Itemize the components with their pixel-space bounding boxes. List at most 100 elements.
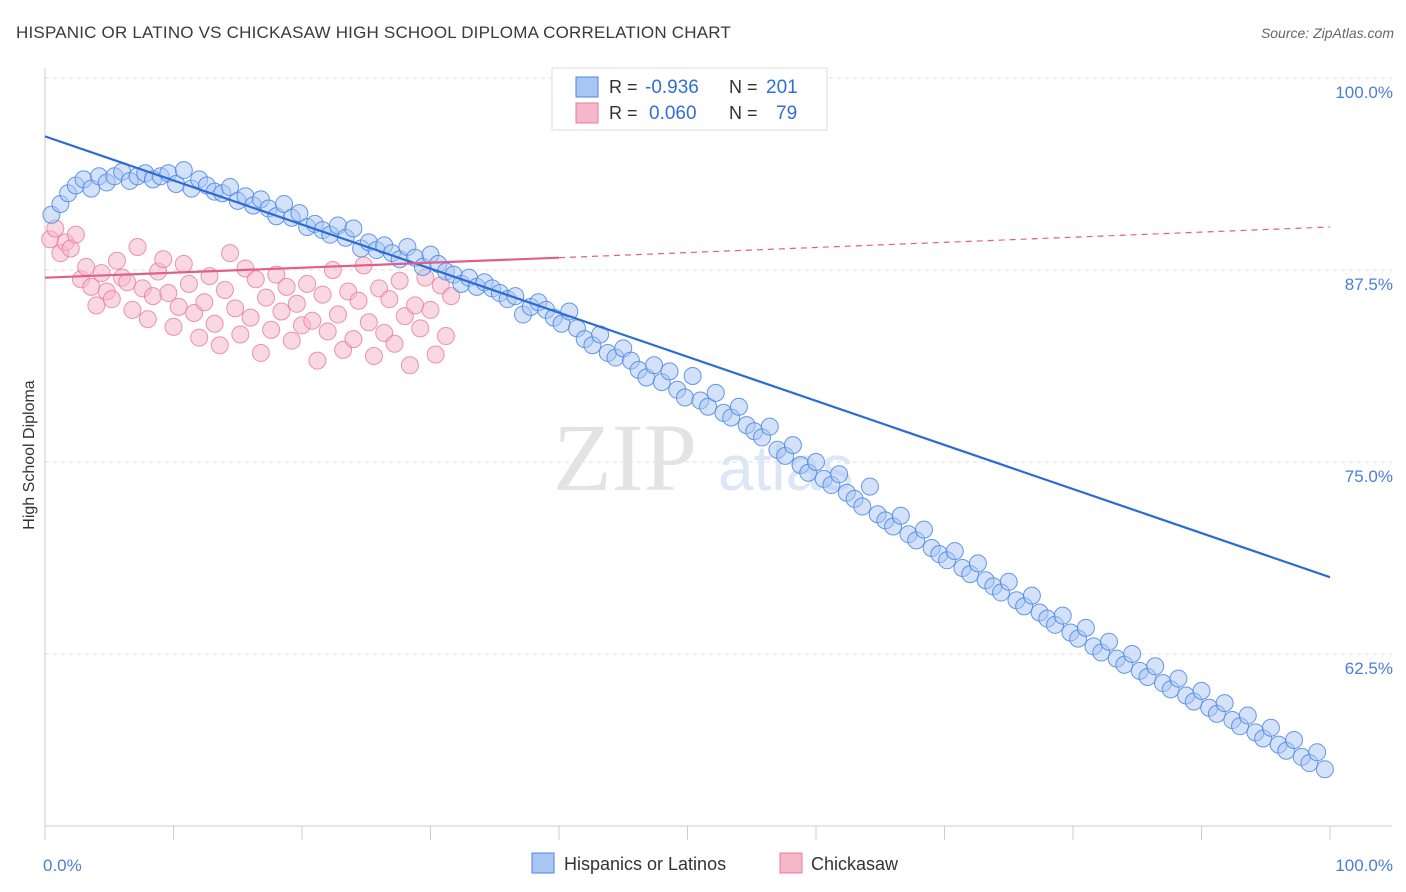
y-tick-label: 62.5% — [1345, 659, 1393, 678]
chickasaw-point — [190, 328, 209, 347]
zipatlas-watermark: ZIP atlas — [553, 404, 853, 511]
hispanic-point — [1285, 731, 1304, 750]
chickasaw-point — [87, 296, 106, 315]
hispanic-point — [699, 397, 718, 416]
chickasaw-point — [221, 244, 240, 263]
hispanic-point — [807, 453, 825, 471]
y-axis-label: High School Diploma — [21, 380, 38, 530]
chickasaw-point — [303, 311, 322, 330]
chickasaw-point — [174, 254, 193, 273]
legend-n-label-1: N = — [729, 103, 758, 123]
chickasaw-point — [426, 345, 445, 364]
y-tick-label: 100.0% — [1335, 83, 1393, 102]
chickasaw-point — [282, 331, 301, 350]
chickasaw-point — [138, 310, 157, 329]
hispanic-point — [1315, 760, 1334, 779]
hispanic-point — [1099, 632, 1118, 651]
chickasaw-point — [308, 351, 327, 370]
chickasaw-point — [323, 261, 342, 279]
x-tick-labels: 0.0% 100.0% — [43, 856, 1393, 875]
chickasaw-trend-extension — [558, 226, 1331, 259]
chickasaw-point — [205, 314, 224, 333]
y-tick-label: 87.5% — [1345, 275, 1393, 294]
series-legend-label-0: Hispanics or Latinos — [564, 854, 726, 874]
chickasaw-point — [442, 287, 461, 306]
chickasaw-point — [385, 334, 404, 353]
y-tick-label: 75.0% — [1345, 467, 1393, 486]
hispanic-points — [42, 161, 1334, 779]
hispanic-point — [1308, 743, 1327, 762]
chickasaw-point — [143, 287, 162, 306]
chickasaw-point — [318, 322, 337, 341]
chickasaw-point — [123, 300, 142, 319]
chickasaw-point — [349, 291, 368, 310]
hispanic-point — [853, 497, 872, 516]
hispanic-point — [891, 506, 910, 525]
chickasaw-point — [436, 327, 455, 346]
legend-n-label-0: N = — [729, 77, 758, 97]
chickasaw-point — [257, 288, 276, 307]
chickasaw-point — [344, 330, 363, 349]
chickasaw-point — [277, 277, 296, 296]
svg-text:ZIP: ZIP — [553, 404, 697, 511]
hispanic-point — [830, 465, 849, 484]
x-tick-label: 0.0% — [43, 856, 82, 875]
chickasaw-point — [154, 250, 173, 269]
hispanic-point — [914, 520, 933, 539]
hispanic-point — [1123, 645, 1142, 663]
chickasaw-point — [400, 356, 419, 375]
series-legend: Hispanics or Latinos Chickasaw — [531, 852, 899, 874]
hispanic-point — [275, 194, 294, 213]
legend-r-value-0: -0.936 — [645, 77, 699, 98]
hispanic-point — [1215, 694, 1234, 713]
chickasaw-point — [241, 308, 260, 327]
chickasaw-point — [159, 284, 178, 303]
hispanic-point — [1238, 706, 1257, 725]
hispanic-point — [660, 362, 679, 381]
chickasaw-point — [272, 302, 291, 321]
chickasaw-point — [169, 297, 188, 316]
chickasaw-point — [226, 299, 245, 318]
hispanic-point — [706, 383, 725, 402]
chickasaw-point — [359, 313, 378, 332]
hispanic-point — [968, 554, 987, 573]
hispanic-point — [783, 436, 802, 455]
chickasaw-point — [66, 225, 85, 244]
chickasaw-point — [421, 300, 440, 319]
hispanic-point — [174, 161, 193, 180]
chickasaw-point — [406, 296, 425, 315]
chickasaw-point — [262, 320, 281, 339]
legend-r-label-1: R = — [609, 103, 638, 123]
chickasaw-point — [267, 265, 286, 284]
chickasaw-point — [128, 237, 147, 256]
chickasaw-point — [246, 270, 265, 289]
stats-legend: R = -0.936 N = 201 R = 0.060 N = 79 — [551, 67, 828, 131]
hispanic-point — [1146, 657, 1165, 676]
chickasaw-point — [411, 319, 430, 338]
chickasaw-trend-line — [44, 256, 560, 279]
hispanic-point — [221, 178, 240, 197]
chickasaw-point — [118, 273, 137, 292]
chickasaw-point — [179, 274, 198, 293]
hispanic-point — [683, 366, 702, 385]
grid-lines — [45, 77, 1392, 655]
series-legend-swatch-blue — [531, 852, 555, 874]
hispanic-point — [1022, 586, 1041, 605]
chickasaw-point — [195, 293, 214, 312]
chickasaw-point — [231, 325, 250, 344]
legend-r-value-1: 0.060 — [649, 103, 697, 124]
chickasaw-point — [313, 285, 332, 304]
hispanic-trend-line — [44, 135, 1331, 579]
legend-swatch-pink — [575, 102, 599, 124]
chickasaw-point — [251, 343, 270, 362]
y-tick-labels: 100.0% 87.5% 75.0% 62.5% — [1335, 83, 1393, 678]
chickasaw-point — [328, 305, 347, 324]
chickasaw-point — [164, 317, 183, 336]
legend-n-value-0: 201 — [766, 77, 798, 98]
hispanic-point — [344, 219, 363, 238]
chickasaw-point — [298, 274, 317, 293]
hispanic-point — [1076, 618, 1095, 637]
x-tick-label: 100.0% — [1335, 856, 1393, 875]
chart-title: HISPANIC OR LATINO VS CHICKASAW HIGH SCH… — [16, 23, 731, 42]
chickasaw-point — [390, 271, 409, 290]
